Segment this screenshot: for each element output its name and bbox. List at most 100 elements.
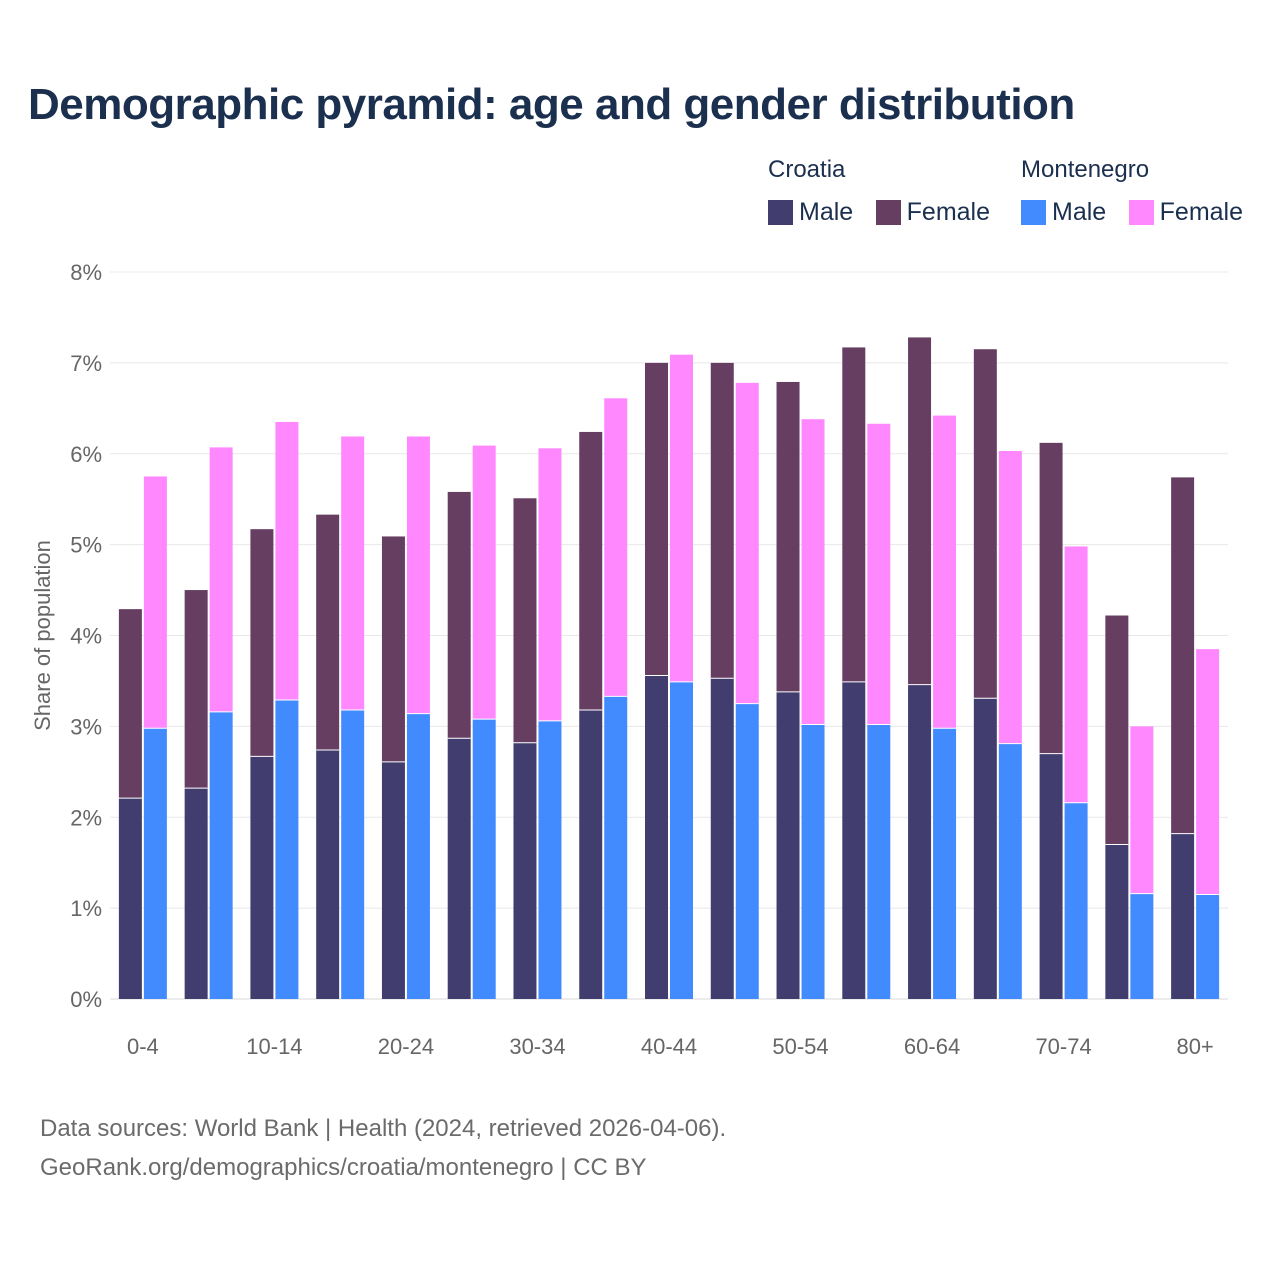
- bar-montenegro-female: [604, 398, 628, 697]
- y-tick-label: 1%: [70, 896, 102, 921]
- legend-group-name: Croatia: [768, 156, 846, 183]
- legend-label: Male: [1052, 198, 1107, 226]
- bar-croatia-female: [447, 491, 471, 739]
- y-tick-label: 5%: [70, 533, 102, 558]
- swatch-montenegro-male: [1021, 200, 1046, 225]
- bar-croatia-female: [118, 609, 142, 799]
- bar-croatia-female: [776, 381, 800, 692]
- bar-montenegro-male: [143, 728, 167, 999]
- bar-montenegro-female: [933, 415, 957, 729]
- bar-montenegro-female: [209, 447, 233, 712]
- bar-montenegro-female: [143, 476, 167, 729]
- bar-croatia-male: [645, 675, 668, 999]
- bar-croatia-male: [316, 750, 340, 999]
- bar-croatia-female: [1039, 442, 1063, 754]
- y-tick-label: 2%: [70, 805, 102, 830]
- bar-montenegro-male: [209, 711, 233, 999]
- bar-montenegro-male: [604, 696, 628, 999]
- x-tick-label: 20-24: [378, 1034, 434, 1059]
- x-tick-label: 70-74: [1035, 1034, 1091, 1059]
- bar-montenegro-male: [406, 713, 430, 999]
- bar-croatia-female: [184, 590, 208, 789]
- chart-title: Demographic pyramid: age and gender dist…: [28, 80, 1075, 129]
- bar-croatia-male: [908, 684, 932, 999]
- x-tick-label: 0-4: [127, 1034, 159, 1059]
- legend-croatia: Croatia Male Female: [768, 156, 1008, 230]
- bar-montenegro-female: [801, 419, 825, 725]
- legend-item-croatia-male[interactable]: Male: [768, 198, 853, 227]
- bar-croatia-male: [776, 691, 800, 999]
- x-tick-label: 40-44: [641, 1034, 697, 1059]
- bar-montenegro-male: [538, 720, 562, 999]
- bar-montenegro-male: [735, 703, 759, 999]
- x-tick-label: 80+: [1176, 1034, 1213, 1059]
- bar-montenegro-male: [472, 719, 496, 999]
- bar-montenegro-male: [801, 724, 825, 999]
- bar-croatia-female: [381, 536, 405, 762]
- x-tick-label: 10-14: [246, 1034, 302, 1059]
- bar-montenegro-female: [998, 451, 1022, 744]
- bar-montenegro-male: [998, 743, 1022, 999]
- bar-croatia-male: [973, 698, 997, 999]
- bar-croatia-male: [1039, 753, 1063, 999]
- legend-group-name: Montenegro: [1021, 156, 1150, 183]
- bar-croatia-female: [710, 362, 734, 679]
- bar-croatia-female: [1105, 615, 1129, 845]
- swatch-montenegro-female: [1128, 200, 1154, 225]
- x-tick-label: 60-64: [904, 1034, 960, 1059]
- bar-montenegro-female: [735, 382, 759, 704]
- legend-item-montenegro-male[interactable]: Male: [1021, 198, 1106, 227]
- bar-montenegro-male: [1130, 893, 1154, 999]
- bar-croatia-female: [842, 347, 866, 682]
- bar-croatia-male: [1171, 833, 1195, 999]
- bar-croatia-female: [513, 498, 537, 743]
- bar-croatia-female: [579, 431, 603, 711]
- y-axis-label: Share of population: [30, 540, 55, 731]
- bar-montenegro-male: [670, 681, 693, 999]
- bar-croatia-female: [1171, 477, 1195, 834]
- bar-croatia-female: [250, 529, 274, 757]
- bar-croatia-male: [184, 788, 208, 999]
- x-tick-label: 50-54: [772, 1034, 828, 1059]
- bar-montenegro-male: [1196, 894, 1220, 999]
- y-tick-label: 3%: [70, 714, 102, 739]
- bar-croatia-male: [250, 756, 274, 999]
- y-tick-label: 7%: [70, 351, 102, 376]
- bar-croatia-male: [842, 681, 866, 999]
- bar-montenegro-female: [670, 354, 693, 682]
- legend-item-croatia-female[interactable]: Female: [875, 198, 990, 227]
- y-tick-label: 6%: [70, 442, 102, 467]
- legend-item-montenegro-female[interactable]: Female: [1128, 198, 1243, 227]
- bar-montenegro-female: [472, 445, 496, 720]
- bar-croatia-male: [447, 738, 471, 999]
- bar-croatia-male: [710, 678, 734, 999]
- bar-montenegro-female: [341, 436, 365, 711]
- bar-montenegro-female: [275, 421, 299, 701]
- bar-montenegro-female: [538, 448, 562, 721]
- bar-croatia-male: [381, 761, 405, 999]
- footer-attribution[interactable]: GeoRank.org/demographics/croatia/montene…: [40, 1154, 647, 1181]
- bar-montenegro-male: [867, 724, 891, 999]
- bar-montenegro-female: [867, 423, 891, 725]
- y-tick-label: 4%: [70, 624, 102, 649]
- bar-montenegro-male: [1064, 802, 1088, 999]
- bar-croatia-female: [973, 349, 997, 699]
- y-tick-label: 8%: [70, 260, 102, 285]
- bar-montenegro-female: [1130, 726, 1154, 894]
- bar-montenegro-male: [341, 710, 365, 999]
- footer-sources: Data sources: World Bank | Health (2024,…: [40, 1115, 727, 1142]
- legend-label: Male: [799, 198, 854, 226]
- bar-montenegro-male: [933, 728, 957, 999]
- bar-montenegro-male: [275, 700, 299, 999]
- bar-croatia-male: [579, 710, 603, 999]
- legend-montenegro: Montenegro Male Female: [1021, 156, 1243, 230]
- bar-croatia-male: [1105, 844, 1129, 999]
- bar-montenegro-female: [1196, 649, 1220, 895]
- bar-montenegro-female: [406, 436, 430, 714]
- bar-croatia-male: [513, 742, 537, 999]
- swatch-croatia-male: [768, 200, 793, 225]
- x-tick-label: 30-34: [509, 1034, 565, 1059]
- bar-croatia-male: [118, 798, 142, 999]
- bar-croatia-female: [316, 514, 340, 751]
